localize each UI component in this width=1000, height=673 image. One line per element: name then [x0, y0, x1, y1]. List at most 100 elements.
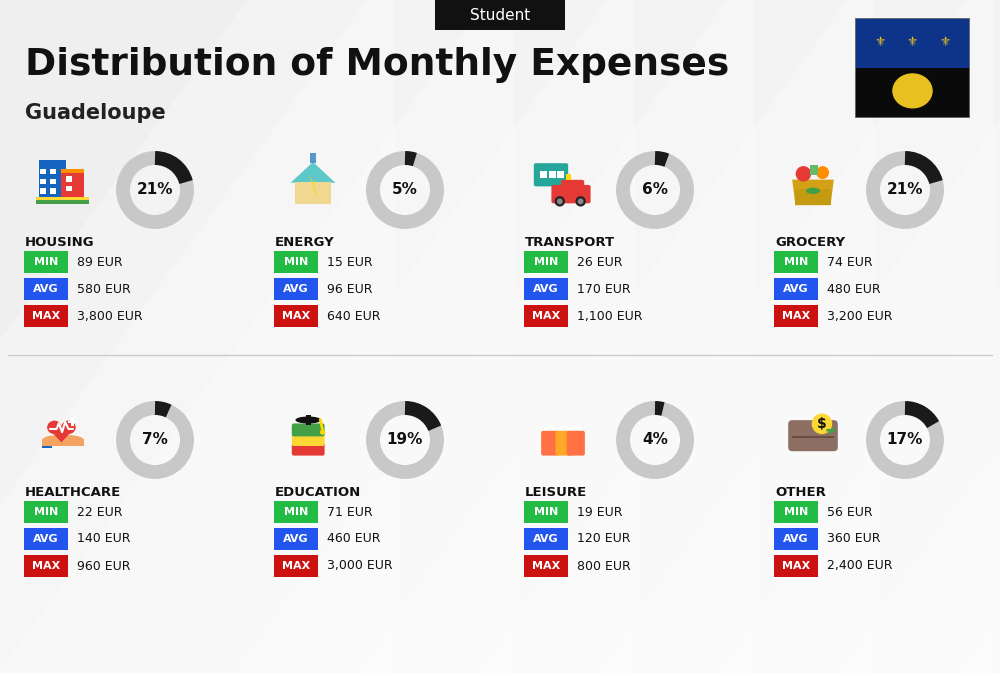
- Text: 3,000 EUR: 3,000 EUR: [327, 559, 393, 573]
- FancyBboxPatch shape: [556, 431, 574, 456]
- FancyBboxPatch shape: [274, 501, 318, 523]
- FancyBboxPatch shape: [774, 251, 818, 273]
- Text: MAX: MAX: [782, 561, 810, 571]
- Text: 74 EUR: 74 EUR: [827, 256, 873, 269]
- FancyBboxPatch shape: [36, 197, 89, 201]
- FancyBboxPatch shape: [524, 501, 568, 523]
- FancyBboxPatch shape: [40, 178, 46, 184]
- Text: ENERGY: ENERGY: [275, 236, 335, 249]
- Text: 22 EUR: 22 EUR: [77, 505, 122, 518]
- Text: MAX: MAX: [532, 561, 560, 571]
- Text: MIN: MIN: [284, 257, 308, 267]
- Text: AVG: AVG: [783, 534, 809, 544]
- Text: 71 EUR: 71 EUR: [327, 505, 373, 518]
- FancyBboxPatch shape: [50, 188, 56, 194]
- Ellipse shape: [42, 435, 84, 445]
- FancyBboxPatch shape: [274, 528, 318, 550]
- FancyBboxPatch shape: [540, 171, 547, 178]
- Text: 960 EUR: 960 EUR: [77, 559, 130, 573]
- Circle shape: [321, 430, 325, 434]
- FancyBboxPatch shape: [24, 278, 68, 300]
- Text: AVG: AVG: [33, 534, 59, 544]
- Text: 800 EUR: 800 EUR: [577, 559, 631, 573]
- Text: 480 EUR: 480 EUR: [827, 283, 881, 295]
- Text: $: $: [817, 417, 827, 431]
- FancyBboxPatch shape: [274, 305, 318, 327]
- FancyBboxPatch shape: [566, 174, 571, 180]
- Text: 580 EUR: 580 EUR: [77, 283, 131, 295]
- FancyBboxPatch shape: [36, 201, 89, 204]
- FancyBboxPatch shape: [50, 178, 56, 184]
- FancyBboxPatch shape: [774, 555, 818, 577]
- FancyBboxPatch shape: [295, 182, 331, 204]
- FancyBboxPatch shape: [40, 169, 46, 174]
- Text: MAX: MAX: [532, 311, 560, 321]
- Text: 5%: 5%: [392, 182, 418, 197]
- Polygon shape: [291, 162, 335, 183]
- Text: 360 EUR: 360 EUR: [827, 532, 881, 546]
- FancyBboxPatch shape: [551, 185, 591, 203]
- Text: MAX: MAX: [282, 311, 310, 321]
- Text: ⚜: ⚜: [875, 36, 886, 48]
- Text: MAX: MAX: [282, 561, 310, 571]
- FancyBboxPatch shape: [435, 0, 565, 30]
- Polygon shape: [47, 427, 75, 442]
- FancyBboxPatch shape: [292, 423, 325, 436]
- Text: 460 EUR: 460 EUR: [327, 532, 380, 546]
- FancyBboxPatch shape: [66, 176, 72, 182]
- Polygon shape: [792, 180, 834, 205]
- Text: EDUCATION: EDUCATION: [275, 486, 361, 499]
- Text: 26 EUR: 26 EUR: [577, 256, 622, 269]
- Text: AVG: AVG: [283, 534, 309, 544]
- FancyBboxPatch shape: [792, 436, 834, 437]
- Text: 640 EUR: 640 EUR: [327, 310, 380, 322]
- Text: MIN: MIN: [34, 257, 58, 267]
- FancyBboxPatch shape: [774, 278, 818, 300]
- Text: 96 EUR: 96 EUR: [327, 283, 372, 295]
- Text: AVG: AVG: [283, 284, 309, 294]
- FancyBboxPatch shape: [774, 305, 818, 327]
- Text: AVG: AVG: [533, 534, 559, 544]
- Text: 17%: 17%: [887, 433, 923, 448]
- FancyBboxPatch shape: [292, 443, 325, 456]
- Text: 3,200 EUR: 3,200 EUR: [827, 310, 893, 322]
- FancyBboxPatch shape: [68, 421, 76, 423]
- Text: 120 EUR: 120 EUR: [577, 532, 631, 546]
- Text: GROCERY: GROCERY: [775, 236, 845, 249]
- Text: 7%: 7%: [142, 433, 168, 448]
- Text: MIN: MIN: [784, 257, 808, 267]
- FancyBboxPatch shape: [774, 528, 818, 550]
- Text: 4%: 4%: [642, 433, 668, 448]
- Text: 89 EUR: 89 EUR: [77, 256, 123, 269]
- Text: 56 EUR: 56 EUR: [827, 505, 873, 518]
- Text: Student: Student: [470, 7, 530, 22]
- FancyBboxPatch shape: [310, 153, 316, 163]
- Text: 19 EUR: 19 EUR: [577, 505, 622, 518]
- Text: ⚜: ⚜: [907, 36, 918, 48]
- FancyBboxPatch shape: [274, 278, 318, 300]
- FancyBboxPatch shape: [561, 180, 584, 192]
- Text: 140 EUR: 140 EUR: [77, 532, 130, 546]
- FancyBboxPatch shape: [24, 555, 68, 577]
- Text: HOUSING: HOUSING: [25, 236, 95, 249]
- FancyBboxPatch shape: [567, 431, 585, 456]
- Text: OTHER: OTHER: [775, 486, 826, 499]
- Text: MAX: MAX: [32, 561, 60, 571]
- Text: MIN: MIN: [784, 507, 808, 517]
- FancyBboxPatch shape: [42, 439, 52, 448]
- FancyBboxPatch shape: [524, 251, 568, 273]
- FancyBboxPatch shape: [795, 189, 831, 205]
- Text: 21%: 21%: [887, 182, 923, 197]
- Text: 1,100 EUR: 1,100 EUR: [577, 310, 642, 322]
- Ellipse shape: [61, 421, 76, 434]
- Text: ⚜: ⚜: [939, 36, 950, 48]
- FancyBboxPatch shape: [549, 171, 556, 178]
- Text: Distribution of Monthly Expenses: Distribution of Monthly Expenses: [25, 47, 729, 83]
- Text: AVG: AVG: [533, 284, 559, 294]
- Text: AVG: AVG: [783, 284, 809, 294]
- Polygon shape: [826, 426, 836, 435]
- FancyBboxPatch shape: [24, 251, 68, 273]
- FancyBboxPatch shape: [524, 528, 568, 550]
- Text: MIN: MIN: [534, 507, 558, 517]
- FancyBboxPatch shape: [71, 418, 74, 426]
